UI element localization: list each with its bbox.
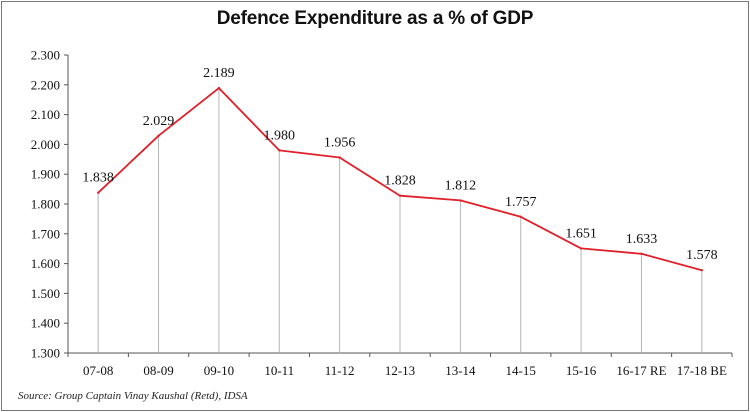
data-label: 1.838 [82,171,114,186]
data-label: 2.189 [203,66,235,81]
data-point [519,215,522,219]
data-label: 1.633 [626,232,658,247]
x-tick-label: 08-09 [143,363,173,378]
x-tick-label: 15-16 [566,363,597,378]
y-tick-label: 1.300 [31,346,60,361]
x-tick-label: 16-17 RE [616,363,666,378]
data-point [278,149,281,152]
source-note: Source: Group Captain Vinay Kaushal (Ret… [18,390,248,402]
data-point [157,134,160,137]
data-label: 1.828 [384,174,416,189]
data-label: 1.578 [686,248,718,263]
data-label: 1.757 [505,195,537,210]
data-point [640,252,643,255]
y-tick-label: 1.500 [31,286,60,301]
data-point [398,194,402,197]
x-tick-label: 17-18 BE [677,363,727,378]
data-label: 1.812 [445,178,477,193]
x-tick-label: 14-15 [506,363,536,378]
data-label: 1.980 [264,128,296,143]
data-label: 1.956 [324,136,356,151]
y-tick-label: 1.400 [31,316,60,331]
data-point [459,199,462,202]
y-tick-label: 2.300 [31,48,60,63]
y-tick-label: 1.800 [31,197,60,212]
x-tick-label: 11-12 [325,363,355,378]
x-tick-label: 09-10 [204,363,234,378]
data-label: 1.651 [565,226,597,241]
data-point [700,268,704,272]
x-tick-label: 13-14 [445,363,476,378]
data-label: 2.029 [143,114,175,129]
y-tick-label: 1.600 [31,256,60,271]
x-tick-label: 10-11 [264,363,294,378]
y-tick-label: 1.900 [31,167,60,182]
y-tick-label: 2.100 [31,107,60,122]
x-tick-label: 07-08 [83,363,113,378]
data-point [217,86,221,90]
chart-title: Defence Expenditure as a % of GDP [216,8,534,29]
y-tick-label: 2.000 [31,137,60,152]
y-tick-label: 2.200 [31,77,60,92]
data-point [338,156,341,159]
data-point [579,247,583,250]
data-point [96,191,100,194]
y-tick-label: 1.700 [31,226,60,241]
x-tick-label: 12-13 [385,363,415,378]
